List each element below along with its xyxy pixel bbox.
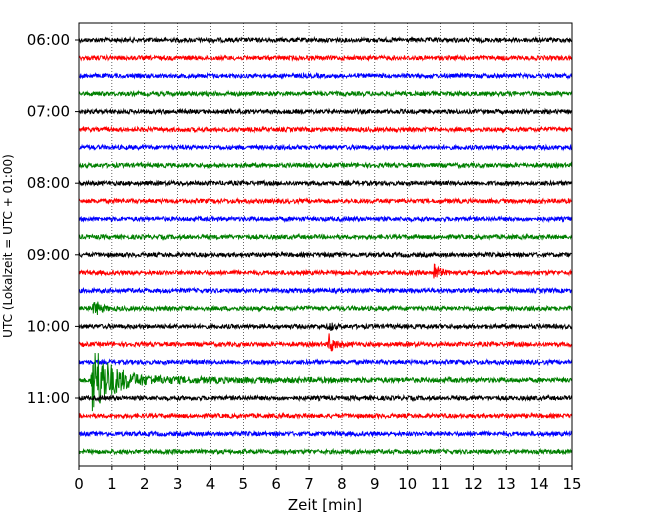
x-tick-label: 13 bbox=[497, 475, 516, 493]
y-tick-label: 07:00 bbox=[27, 103, 70, 121]
y-tick-label: 06:00 bbox=[27, 31, 70, 49]
y-axis-ticks: 06:00 07:00 08:00 09:00 10:00 11:00 bbox=[27, 31, 79, 407]
x-tick-label: 12 bbox=[464, 475, 483, 493]
trace-line bbox=[79, 286, 572, 295]
x-tick-label: 7 bbox=[304, 475, 314, 493]
trace-line bbox=[79, 447, 572, 456]
x-tick-label: 2 bbox=[140, 475, 150, 493]
x-tick-label: 8 bbox=[337, 475, 347, 493]
x-tick-label: 6 bbox=[271, 475, 281, 493]
trace-line bbox=[79, 214, 572, 224]
y-tick-label: 10:00 bbox=[27, 317, 70, 335]
trace-line bbox=[79, 393, 572, 403]
trace-line bbox=[79, 71, 572, 80]
trace-line bbox=[79, 232, 572, 242]
trace-line bbox=[79, 411, 572, 420]
x-tick-label: 4 bbox=[206, 475, 216, 493]
trace-line bbox=[79, 322, 572, 331]
x-tick-label: 5 bbox=[239, 475, 249, 493]
y-axis-title: UTC (Lokalzeit = UTC + 01:00) bbox=[1, 154, 15, 338]
trace-line bbox=[79, 35, 572, 45]
trace-line bbox=[79, 197, 572, 206]
trace-line bbox=[79, 429, 572, 438]
trace-line bbox=[79, 161, 572, 170]
trace-line bbox=[79, 263, 572, 279]
x-axis-ticks: 0 1 2 3 4 5 6 7 8 9 10 11 12 13 14 15 bbox=[74, 466, 582, 493]
x-tick-label: 14 bbox=[530, 475, 549, 493]
x-tick-label: 15 bbox=[562, 475, 581, 493]
y-tick-label: 11:00 bbox=[27, 389, 70, 407]
seismogram-traces bbox=[79, 35, 572, 456]
trace-line bbox=[79, 301, 572, 316]
trace-line bbox=[79, 125, 572, 134]
trace-line bbox=[79, 107, 572, 116]
x-tick-label: 1 bbox=[107, 475, 117, 493]
x-tick-label: 3 bbox=[173, 475, 183, 493]
y-tick-label: 09:00 bbox=[27, 246, 70, 264]
plot-frame bbox=[78, 22, 573, 467]
x-tick-label: 0 bbox=[74, 475, 84, 493]
trace-line bbox=[79, 89, 572, 98]
vertical-grid bbox=[111, 23, 540, 466]
trace-line bbox=[79, 352, 572, 412]
x-tick-label: 9 bbox=[370, 475, 380, 493]
y-tick-label: 08:00 bbox=[27, 174, 70, 192]
trace-line bbox=[79, 333, 572, 352]
trace-line bbox=[79, 250, 572, 259]
trace-line bbox=[79, 53, 572, 62]
trace-line bbox=[79, 358, 572, 367]
trace-line bbox=[79, 143, 572, 152]
x-axis-title: Zeit [min] bbox=[288, 496, 362, 514]
x-tick-label: 10 bbox=[398, 475, 417, 493]
x-tick-label: 11 bbox=[431, 475, 450, 493]
trace-line bbox=[79, 179, 572, 188]
